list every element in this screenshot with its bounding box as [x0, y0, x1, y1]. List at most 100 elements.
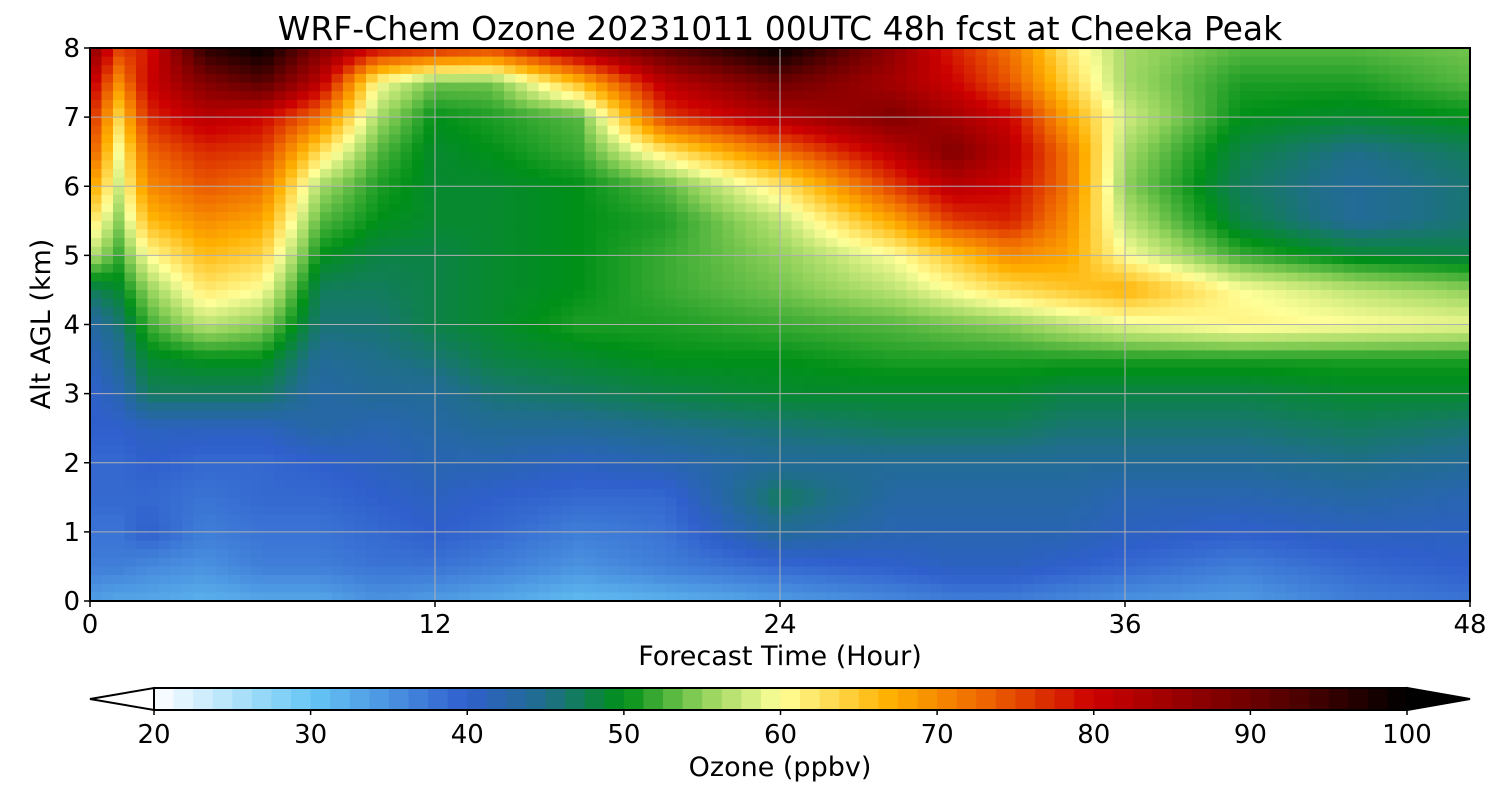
heatmap-cell	[734, 203, 747, 213]
heatmap-cell	[1159, 117, 1172, 127]
heatmap-cell	[239, 341, 252, 352]
heatmap-cell	[1366, 160, 1379, 170]
heatmap-cell	[757, 48, 770, 58]
heatmap-cell	[435, 177, 448, 187]
heatmap-cell	[987, 255, 1000, 265]
heatmap-cell	[1148, 168, 1161, 179]
heatmap-cell	[366, 203, 379, 213]
heatmap-cell	[1251, 315, 1264, 326]
heatmap-cell	[331, 91, 344, 101]
heatmap-cell	[251, 307, 264, 317]
heatmap-cell	[711, 65, 724, 75]
heatmap-cell	[1044, 203, 1057, 213]
heatmap-cell	[239, 298, 252, 308]
heatmap-cell	[446, 229, 459, 239]
heatmap-cell	[1021, 134, 1034, 144]
heatmap-cell	[458, 246, 471, 256]
heatmap-cell	[1056, 333, 1069, 343]
heatmap-cell	[584, 341, 597, 352]
heatmap-cell	[998, 212, 1011, 222]
heatmap-cell	[492, 125, 505, 136]
heatmap-cell	[377, 246, 390, 256]
heatmap-cell	[1136, 168, 1149, 179]
heatmap-cell	[1228, 246, 1241, 256]
heatmap-cell	[1274, 143, 1287, 153]
heatmap-cell	[998, 367, 1011, 377]
heatmap-cell	[550, 341, 563, 352]
heatmap-cell	[895, 56, 908, 66]
heatmap-cell	[377, 108, 390, 118]
heatmap-cell	[1320, 186, 1333, 196]
heatmap-cell	[1389, 281, 1402, 291]
heatmap-cell	[446, 315, 459, 326]
heatmap-cell	[101, 151, 114, 161]
heatmap-cell	[1389, 272, 1402, 282]
heatmap-cell	[239, 220, 252, 231]
heatmap-cell	[895, 229, 908, 239]
heatmap-cell	[377, 203, 390, 213]
heatmap-cell	[481, 177, 494, 187]
heatmap-cell	[964, 350, 977, 360]
heatmap-cell	[952, 333, 965, 343]
heatmap-cell	[527, 56, 540, 66]
heatmap-cell	[1102, 324, 1115, 334]
heatmap-cell	[918, 367, 931, 377]
heatmap-cell	[665, 160, 678, 170]
heatmap-cell	[481, 82, 494, 92]
heatmap-cell	[998, 194, 1011, 205]
heatmap-cell	[1251, 264, 1264, 274]
heatmap-cell	[159, 289, 172, 300]
heatmap-cell	[285, 177, 298, 187]
heatmap-cell	[1240, 367, 1253, 377]
heatmap-cell	[1366, 264, 1379, 274]
heatmap-cell	[239, 212, 252, 222]
heatmap-cell	[354, 324, 367, 334]
heatmap-cell	[193, 376, 206, 386]
heatmap-cell	[676, 91, 689, 101]
heatmap-cell	[803, 194, 816, 205]
heatmap-cell	[1194, 186, 1207, 196]
heatmap-cell	[136, 350, 149, 360]
heatmap-cell	[561, 82, 574, 92]
heatmap-cell	[481, 264, 494, 274]
heatmap-cell	[561, 91, 574, 101]
heatmap-cell	[722, 194, 735, 205]
heatmap-cell	[159, 73, 172, 84]
heatmap-cell	[1297, 48, 1310, 58]
heatmap-cell	[929, 160, 942, 170]
heatmap-cell	[136, 402, 149, 412]
heatmap-cell	[860, 73, 873, 84]
heatmap-cell	[182, 108, 195, 118]
heatmap-cell	[377, 384, 390, 395]
heatmap-cell	[1148, 125, 1161, 136]
heatmap-cell	[113, 289, 126, 300]
heatmap-cell	[343, 56, 356, 66]
heatmap-cell	[883, 108, 896, 118]
heatmap-cell	[1286, 289, 1299, 300]
heatmap-cell	[446, 203, 459, 213]
heatmap-cell	[251, 272, 264, 282]
heatmap-cell	[906, 298, 919, 308]
heatmap-cell	[987, 393, 1000, 403]
heatmap-cell	[492, 298, 505, 308]
heatmap-cell	[504, 186, 517, 196]
heatmap-cell	[354, 168, 367, 179]
heatmap-cell	[768, 65, 781, 75]
heatmap-cell	[193, 212, 206, 222]
heatmap-cell	[676, 324, 689, 334]
heatmap-cell	[837, 281, 850, 291]
heatmap-cell	[1067, 272, 1080, 282]
heatmap-cell	[630, 143, 643, 153]
heatmap-cell	[1286, 108, 1299, 118]
heatmap-cell	[895, 186, 908, 196]
heatmap-cell	[1033, 117, 1046, 127]
heatmap-cell	[251, 402, 264, 412]
heatmap-cell	[998, 246, 1011, 256]
heatmap-cell	[182, 350, 195, 360]
heatmap-cell	[412, 384, 425, 395]
heatmap-cell	[1401, 359, 1414, 369]
heatmap-cell	[1217, 151, 1230, 161]
heatmap-cell	[1021, 307, 1034, 317]
heatmap-cell	[1148, 143, 1161, 153]
heatmap-cell	[1286, 315, 1299, 326]
